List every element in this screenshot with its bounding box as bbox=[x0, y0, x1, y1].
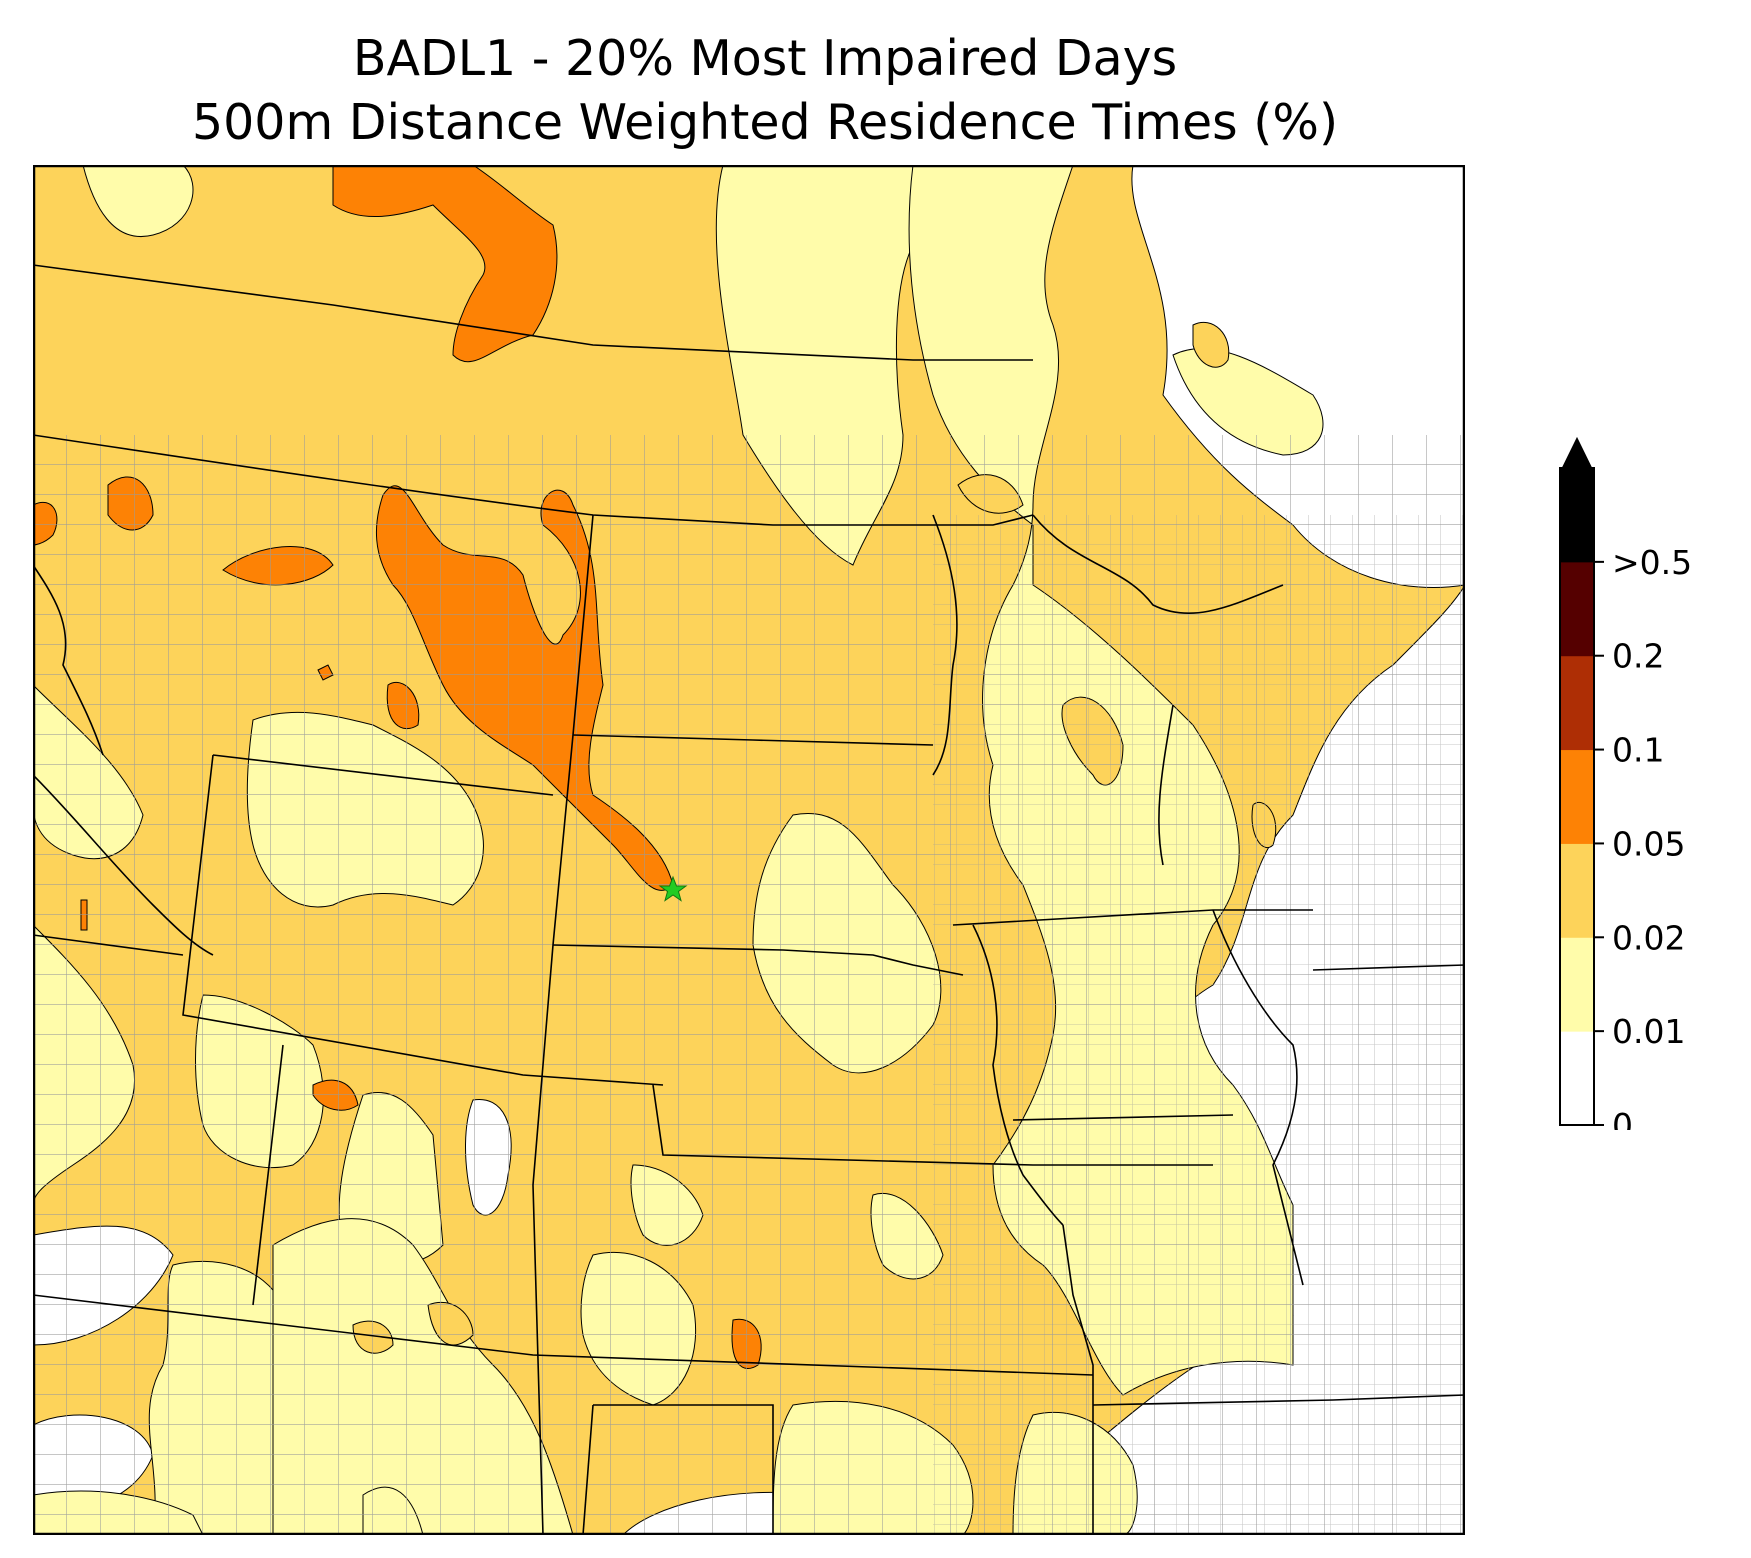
colorbar-bin bbox=[1560, 749, 1594, 844]
colorbar-tick-label: 0.1 bbox=[1612, 731, 1664, 770]
site-marker-green-star-icon bbox=[658, 875, 688, 902]
colorbar-bin bbox=[1560, 468, 1594, 563]
state-boundaries bbox=[33, 264, 1465, 1535]
map-title-line1: BADL1 - 20% Most Impaired Days bbox=[352, 30, 1178, 87]
map-frame bbox=[33, 165, 1465, 1535]
colorbar-bin bbox=[1560, 655, 1594, 751]
colorbar-bin bbox=[1560, 843, 1594, 938]
colorbar-bin bbox=[1560, 561, 1594, 657]
colorbar-tick-label: 0.05 bbox=[1612, 824, 1685, 863]
colorbar-tick-label: 0.01 bbox=[1612, 1012, 1685, 1051]
colorbar-frame bbox=[1559, 467, 1595, 1126]
colorbar-bin bbox=[1560, 1031, 1594, 1126]
residence-time-map bbox=[33, 165, 1465, 1535]
colorbar: 0 0.01 0.02 0.05 0.1 0.2 >0.5 bbox=[1559, 436, 1692, 1130]
colorbar-tick-label: >0.5 bbox=[1612, 543, 1692, 582]
county-grid-dense bbox=[933, 515, 1465, 1535]
colorbar-bin bbox=[1560, 937, 1594, 1032]
colorbar-tick-label: 0.02 bbox=[1612, 918, 1685, 957]
colorbar-tick-label: 0.2 bbox=[1612, 637, 1664, 676]
colorbar-tick-label: 0 bbox=[1612, 1106, 1633, 1130]
map-title-line2: 500m Distance Weighted Residence Times (… bbox=[191, 94, 1339, 151]
